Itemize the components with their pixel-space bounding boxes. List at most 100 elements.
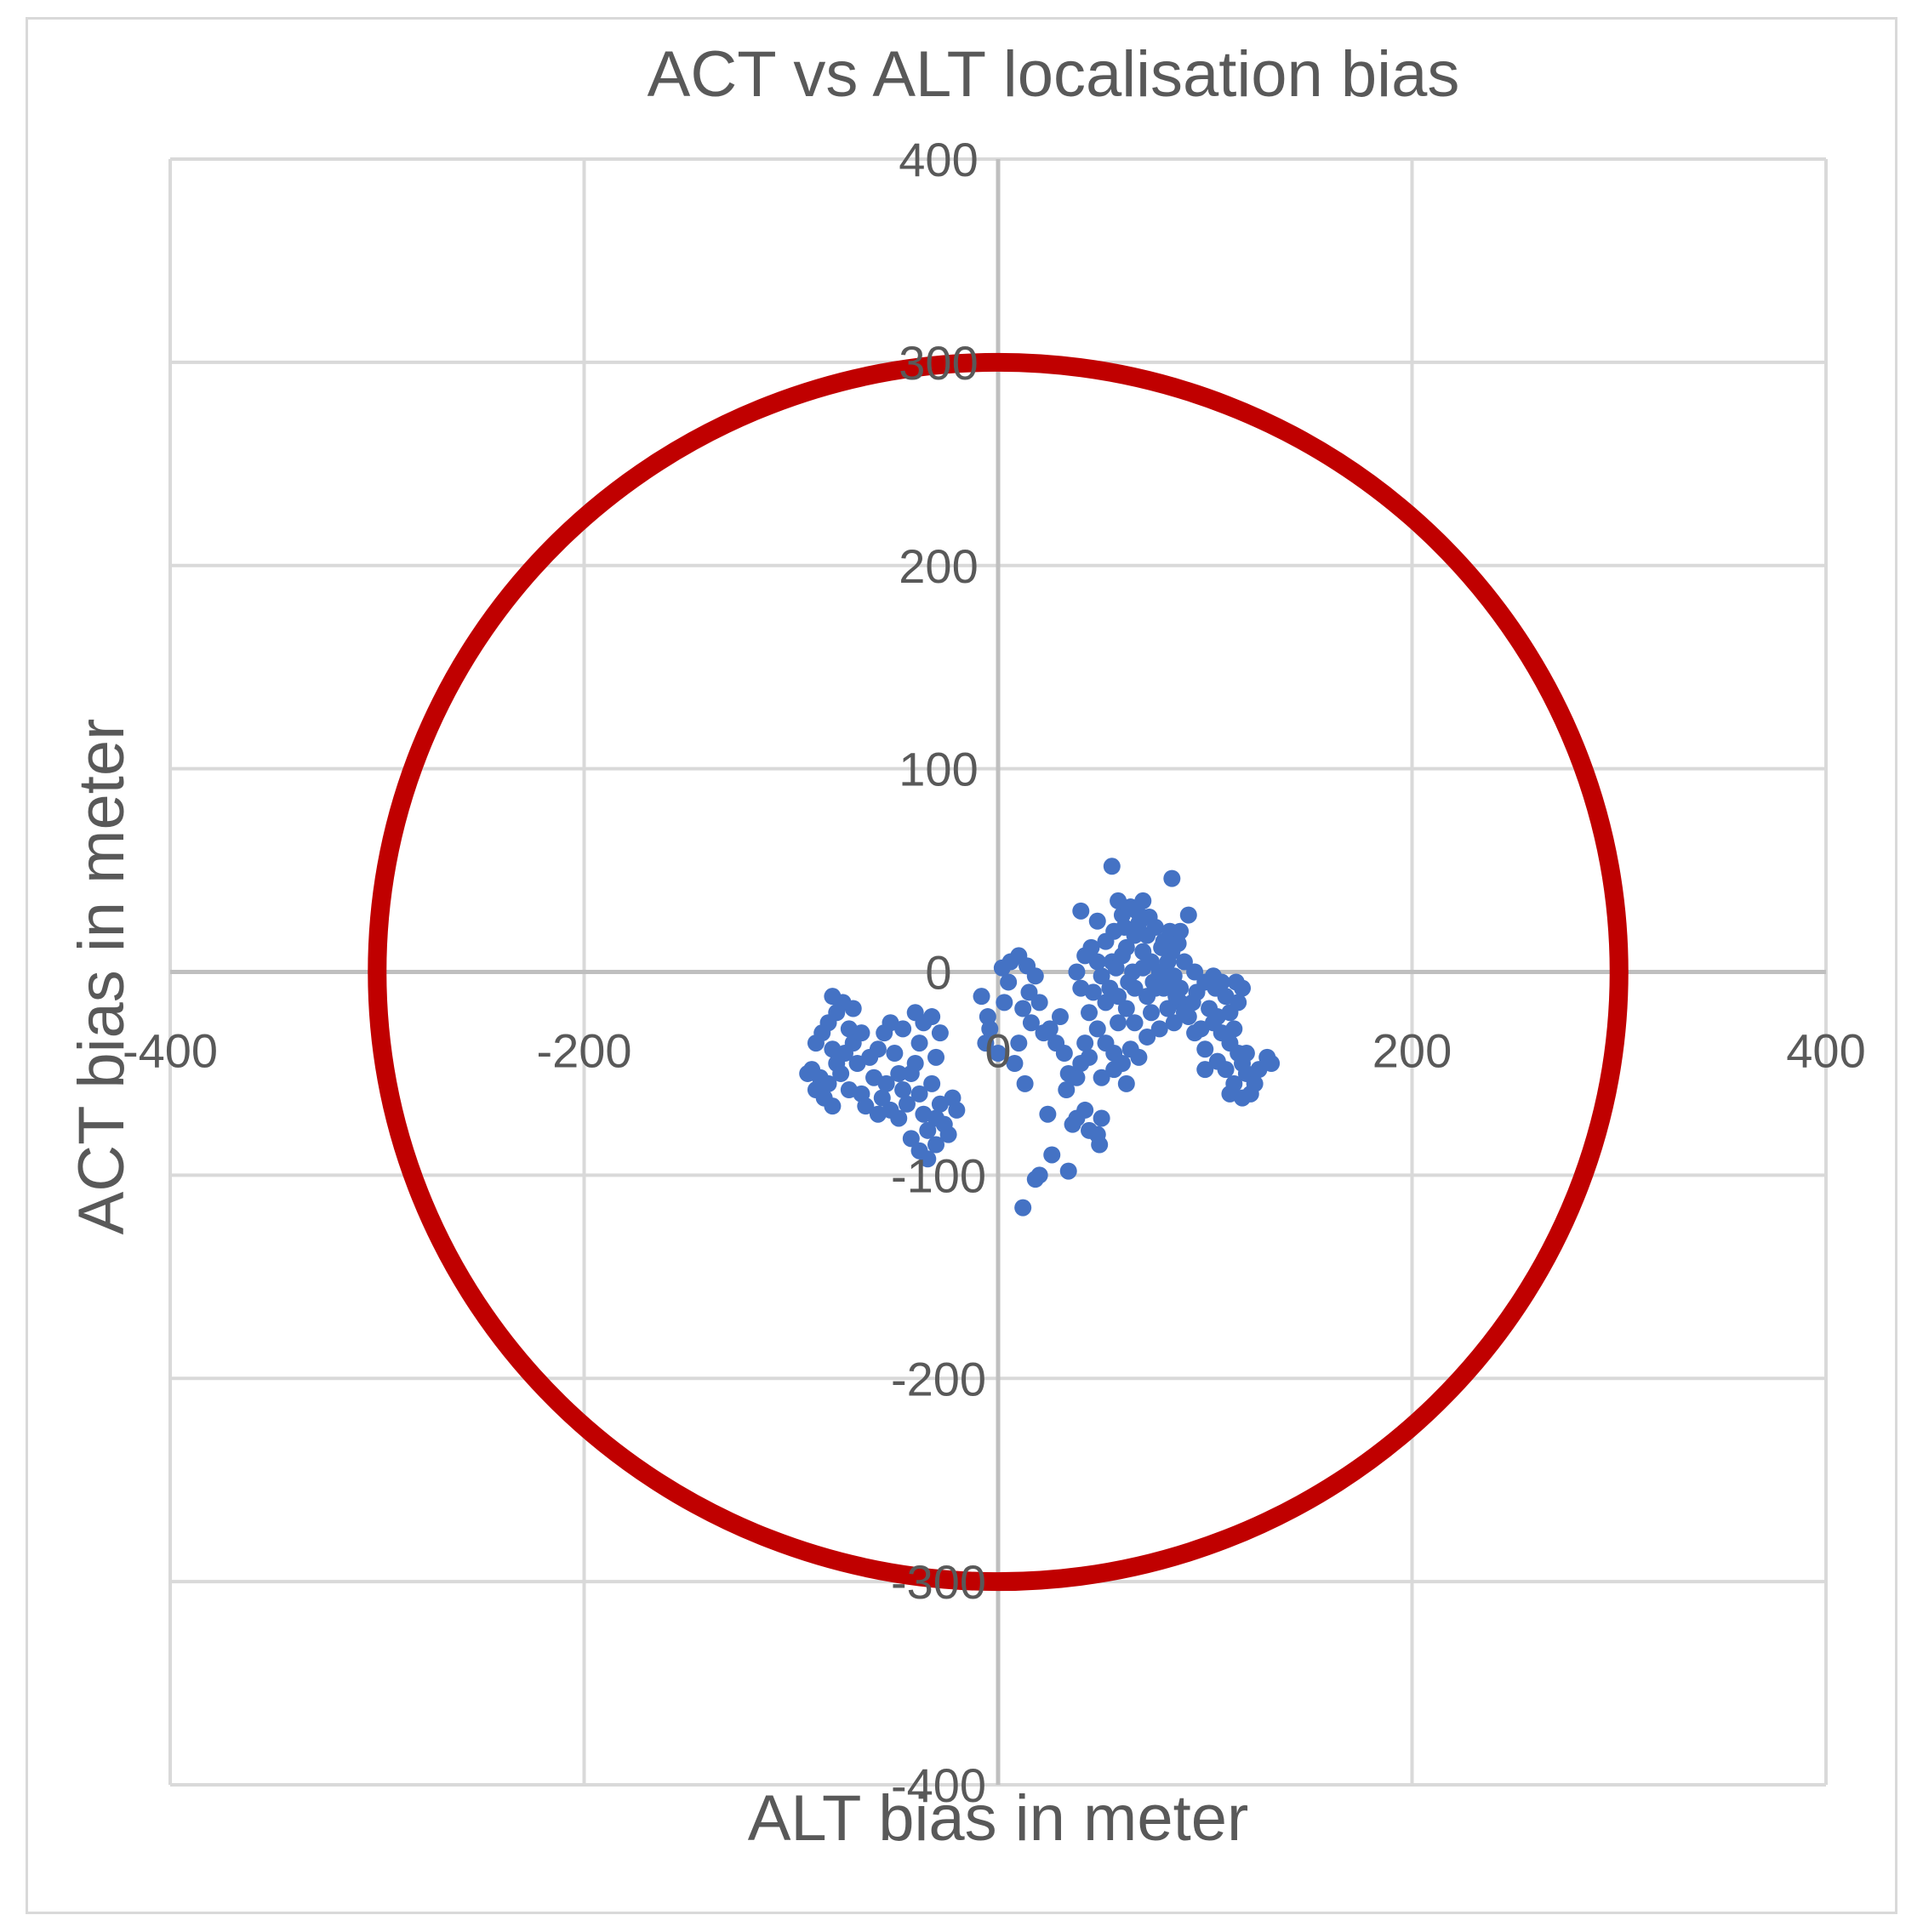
data-point <box>1076 1034 1094 1052</box>
data-point <box>1022 1014 1040 1032</box>
data-point <box>824 1097 842 1115</box>
data-point <box>902 1130 920 1148</box>
data-point <box>1093 1109 1110 1127</box>
scatter-chart: ACT vs ALT localisation bias 400 300 200 10… <box>66 38 1866 1855</box>
data-point <box>1016 1074 1034 1092</box>
data-point <box>1126 1014 1144 1032</box>
data-point <box>1161 922 1178 940</box>
data-point <box>1150 1020 1168 1038</box>
data-point <box>1186 1024 1204 1042</box>
y-tick-label: 100 <box>899 743 978 796</box>
y-tick-labels: 400 300 200 100 0 -100 -200 -300 -400 <box>891 133 986 1812</box>
data-point <box>990 1045 1007 1063</box>
data-point <box>1117 938 1135 956</box>
data-point <box>1225 1020 1243 1038</box>
data-point <box>1076 1101 1094 1119</box>
data-point <box>865 1069 883 1086</box>
data-point <box>1030 994 1048 1012</box>
data-point <box>1138 1028 1156 1046</box>
data-point <box>973 988 990 1006</box>
data-point <box>919 1150 937 1168</box>
data-point <box>894 1081 912 1099</box>
data-point <box>1169 935 1187 953</box>
y-tick-label: 200 <box>899 539 978 593</box>
data-point <box>1072 902 1090 920</box>
data-point <box>1093 967 1110 985</box>
data-point <box>886 1045 904 1063</box>
data-point <box>931 1024 949 1042</box>
data-point <box>1159 1000 1177 1017</box>
data-point <box>853 1024 870 1042</box>
data-point <box>910 1085 928 1103</box>
data-point <box>1097 994 1115 1012</box>
data-point <box>1026 967 1044 985</box>
data-point <box>977 1034 995 1052</box>
data-point <box>1179 906 1197 924</box>
data-point <box>1116 918 1133 936</box>
x-tick-label: 200 <box>1372 1024 1452 1078</box>
x-axis-title: ALT bias in meter <box>748 1782 1249 1855</box>
data-point <box>1000 973 1018 991</box>
data-point <box>1221 1085 1239 1103</box>
circle-ring <box>368 352 1629 1592</box>
data-point <box>1237 1045 1255 1063</box>
data-point <box>1068 1069 1086 1086</box>
data-point <box>873 1089 891 1107</box>
data-point <box>1110 892 1127 909</box>
data-point <box>1227 973 1245 991</box>
data-point <box>1064 1115 1081 1133</box>
data-point <box>1208 1052 1226 1070</box>
radius-300-circle-series <box>368 352 1629 1592</box>
data-point <box>919 1121 937 1139</box>
data-point <box>1107 959 1125 977</box>
data-point <box>898 1095 916 1113</box>
data-point <box>923 1074 941 1092</box>
data-point <box>948 1101 966 1119</box>
data-point <box>807 1034 825 1052</box>
data-point <box>1175 1004 1193 1022</box>
data-point <box>1055 1045 1073 1063</box>
data-point <box>1159 953 1177 971</box>
data-point <box>1081 1048 1098 1066</box>
data-point <box>799 1064 817 1082</box>
data-point <box>890 1109 908 1127</box>
y-tick-label: -200 <box>891 1352 986 1405</box>
data-point <box>869 1105 887 1123</box>
data-point <box>1196 1040 1214 1058</box>
y-tick-label: 0 <box>925 946 951 1000</box>
data-point <box>927 1048 945 1066</box>
data-point <box>894 1020 912 1038</box>
y-tick-label: 300 <box>899 336 978 390</box>
data-point <box>1010 1034 1028 1052</box>
bias-points-series <box>799 858 1281 1217</box>
data-point <box>1026 1171 1044 1188</box>
data-point <box>857 1097 875 1115</box>
data-point <box>927 1136 945 1154</box>
data-point <box>996 994 1013 1012</box>
y-tick-label: -100 <box>891 1148 986 1202</box>
x-tick-label: -200 <box>536 1024 631 1078</box>
data-point <box>1140 909 1158 926</box>
chart-title: ACT vs ALT localisation bias <box>648 38 1460 111</box>
data-point <box>1117 1074 1135 1092</box>
data-point <box>1188 983 1206 1001</box>
data-point <box>923 1008 941 1026</box>
x-tick-label: 400 <box>1786 1024 1865 1078</box>
data-point <box>1068 963 1086 981</box>
data-point <box>1101 979 1119 997</box>
data-point <box>1163 973 1181 991</box>
data-point <box>1088 1020 1106 1038</box>
data-point <box>1126 979 1144 997</box>
data-point <box>869 1040 887 1058</box>
data-point <box>1006 1054 1024 1072</box>
data-point <box>1041 1020 1059 1038</box>
data-point <box>1072 979 1090 997</box>
data-point <box>1088 912 1106 930</box>
data-point <box>1058 1081 1076 1099</box>
data-point <box>844 1000 862 1017</box>
data-point <box>1117 1000 1135 1017</box>
y-tick-label: -300 <box>891 1555 986 1609</box>
data-point <box>1246 1074 1264 1092</box>
data-point <box>1105 1061 1123 1079</box>
chart-area: ACT vs ALT localisation bias 400 300 200 10… <box>26 17 1897 1914</box>
